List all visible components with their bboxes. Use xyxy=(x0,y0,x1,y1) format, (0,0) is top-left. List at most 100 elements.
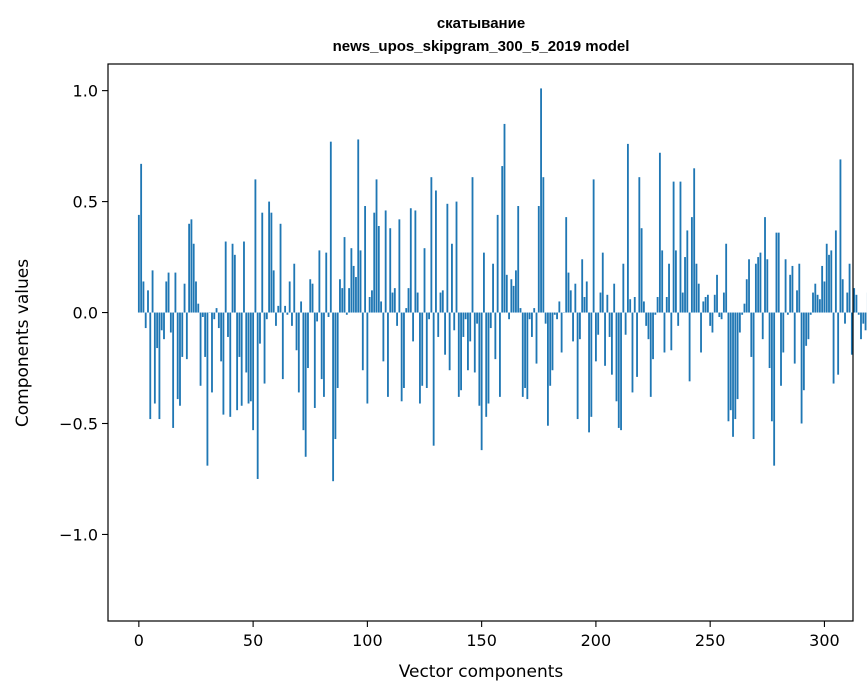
bar xyxy=(670,312,673,351)
bar xyxy=(492,263,494,313)
bar xyxy=(501,166,504,313)
bar xyxy=(343,237,346,313)
chart-title-line-2: news_upos_skipgram_300_5_2019 model xyxy=(333,38,630,55)
bar xyxy=(272,270,275,313)
y-axis-label: Components values xyxy=(13,259,33,427)
bar xyxy=(457,312,460,397)
bar xyxy=(428,312,430,320)
bar xyxy=(142,281,145,313)
bar xyxy=(446,203,449,313)
bar xyxy=(549,312,552,386)
bar xyxy=(551,312,554,371)
bar xyxy=(560,312,563,353)
bar xyxy=(380,301,383,313)
bar xyxy=(384,210,387,313)
x-tick-label: 100 xyxy=(352,631,383,650)
bar xyxy=(857,312,860,315)
bar xyxy=(540,88,542,313)
bar xyxy=(167,272,170,313)
bar xyxy=(275,312,277,326)
bar xyxy=(700,312,702,353)
bar xyxy=(441,290,444,313)
bar xyxy=(174,272,177,313)
bar xyxy=(572,312,574,342)
bar xyxy=(688,312,691,382)
bar xyxy=(284,305,287,313)
x-tick-label: 250 xyxy=(695,631,726,650)
bar xyxy=(334,312,337,440)
bar xyxy=(327,312,330,317)
bar xyxy=(636,312,638,377)
bar xyxy=(307,312,309,369)
bar xyxy=(608,312,611,337)
bar xyxy=(681,292,684,313)
x-tick-label: 0 xyxy=(134,631,144,650)
bar xyxy=(448,312,451,371)
bar xyxy=(149,312,152,420)
bar xyxy=(261,212,264,313)
chart-title: скатывание news_upos_skipgram_300_5_2019… xyxy=(333,15,630,55)
bar xyxy=(403,312,405,388)
bar xyxy=(515,270,517,313)
bar xyxy=(661,250,664,313)
bar xyxy=(496,214,499,313)
bar xyxy=(188,223,191,313)
bar xyxy=(704,297,707,313)
bar xyxy=(158,312,161,420)
bar xyxy=(268,201,271,313)
bar xyxy=(748,259,750,313)
bar xyxy=(853,288,856,313)
bar xyxy=(775,232,778,313)
bar xyxy=(535,312,538,364)
bar xyxy=(864,312,867,331)
bar xyxy=(629,299,632,313)
bar xyxy=(798,263,801,313)
bar xyxy=(197,303,200,313)
bar xyxy=(464,312,467,320)
bar xyxy=(604,312,606,366)
bar xyxy=(444,312,446,355)
bar xyxy=(823,281,826,313)
bar xyxy=(834,230,837,313)
bar xyxy=(213,312,216,320)
bar xyxy=(437,312,440,337)
bar xyxy=(599,292,602,313)
bar xyxy=(528,312,531,320)
bar xyxy=(665,297,668,313)
bar xyxy=(183,283,186,313)
bar xyxy=(233,254,236,313)
bar xyxy=(163,312,165,340)
bar xyxy=(350,248,353,313)
bar xyxy=(224,241,227,313)
bar xyxy=(716,274,718,313)
bar xyxy=(371,290,373,313)
bar xyxy=(830,250,833,313)
bar xyxy=(476,312,478,324)
bar xyxy=(732,312,734,437)
bar xyxy=(416,292,419,313)
bar xyxy=(832,312,835,384)
bar xyxy=(366,312,369,404)
bar xyxy=(606,294,609,313)
chart-title-line-1: скатывание xyxy=(437,15,525,32)
bar xyxy=(544,312,547,324)
bar xyxy=(720,312,723,320)
bar xyxy=(179,312,181,406)
bar xyxy=(409,208,412,313)
bar xyxy=(323,312,325,397)
bar xyxy=(361,312,364,371)
bar xyxy=(841,279,844,313)
bar xyxy=(325,252,328,313)
bar xyxy=(784,259,787,313)
bar xyxy=(695,263,698,313)
bar xyxy=(738,312,741,333)
bar xyxy=(777,232,780,313)
bar xyxy=(505,274,508,313)
bar xyxy=(341,288,344,313)
bar xyxy=(487,312,490,404)
bar xyxy=(229,312,232,417)
bar xyxy=(809,312,812,315)
bar xyxy=(345,312,348,315)
bar xyxy=(389,228,392,313)
bar xyxy=(252,312,255,431)
